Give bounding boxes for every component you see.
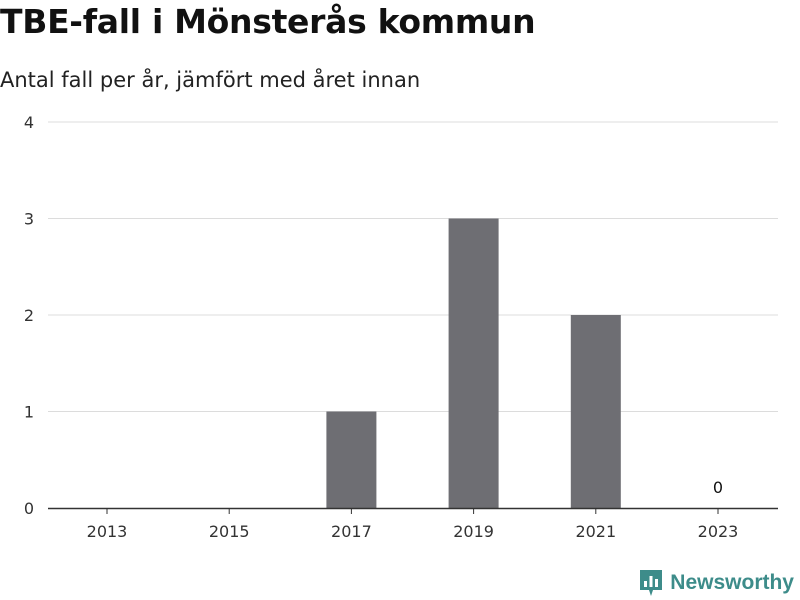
- y-tick-label: 3: [24, 210, 34, 229]
- y-tick-label: 0: [24, 499, 34, 518]
- chart-subtitle: Antal fall per år, jämfört med året inna…: [0, 68, 421, 92]
- y-tick-label: 2: [24, 306, 34, 325]
- brand-name: Newsworthy: [670, 571, 794, 594]
- y-tick-label: 1: [24, 403, 34, 422]
- x-tick-label: 2015: [209, 522, 250, 541]
- x-axis-tick-labels: 2013 2015 2017 2019 2021 2023: [87, 508, 739, 541]
- bar-2021: [570, 315, 621, 508]
- x-tick-label: 2023: [698, 522, 739, 541]
- chart-title: TBE-fall i Mönsterås kommun: [0, 2, 536, 41]
- bar-2017: [326, 411, 377, 508]
- y-axis-tick-labels: 0 1 2 3 4: [24, 113, 34, 518]
- bar-2019: [448, 218, 499, 508]
- gridlines: [48, 121, 778, 412]
- bars: [326, 218, 621, 508]
- newsworthy-logo-icon: [640, 570, 663, 596]
- annotations: 0: [713, 478, 723, 497]
- x-tick-label: 2021: [575, 522, 616, 541]
- brand-logo: Newsworthy: [638, 568, 794, 598]
- x-tick-label: 2017: [331, 522, 372, 541]
- y-tick-label: 4: [24, 113, 34, 132]
- x-tick-label: 2019: [453, 522, 494, 541]
- data-label: 0: [713, 478, 723, 497]
- bar-chart: 0 1 2 3 4 2013 2015 2017 2019 2021 2023 0: [24, 113, 778, 541]
- x-tick-label: 2013: [87, 522, 128, 541]
